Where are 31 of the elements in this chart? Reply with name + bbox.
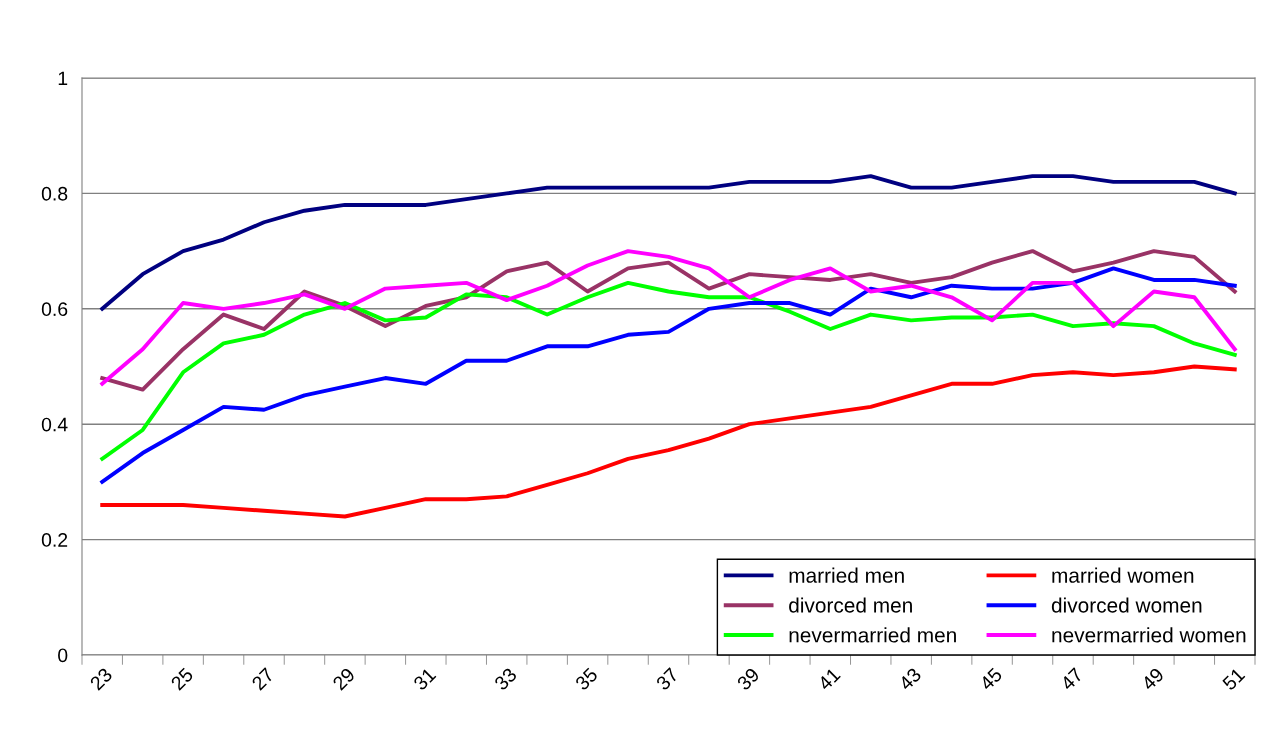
x-tick-label: 23 — [89, 667, 113, 691]
x-tick-label: 51 — [1221, 667, 1246, 691]
legend-label: nevermarried men — [789, 627, 956, 643]
x-tick-label: 45 — [978, 667, 1003, 692]
x-tick-label: 29 — [331, 667, 356, 691]
line-series — [100, 266, 1237, 484]
x-tick-label: 41 — [817, 667, 841, 692]
legend-label: divorced women — [1051, 597, 1202, 613]
y-tick-label: 0.2 — [41, 533, 68, 547]
legend-label: married men — [789, 567, 904, 583]
y-tick-label: 0.8 — [41, 186, 68, 201]
legend-label: nevermarried women — [1052, 627, 1246, 643]
x-tick-label: 33 — [493, 667, 518, 691]
x-tick-label: 49 — [1140, 667, 1165, 692]
y-tick-label: 0.6 — [41, 302, 68, 317]
x-tick-label: 43 — [897, 667, 922, 692]
x-tick-label: 35 — [574, 667, 599, 691]
x-tick-label: 39 — [736, 667, 761, 691]
x-tick-label: 47 — [1059, 667, 1084, 692]
x-tick-label: 27 — [251, 667, 275, 691]
line-series — [100, 174, 1237, 311]
line-series — [100, 364, 1237, 519]
y-tick-label: 0 — [58, 648, 68, 663]
x-tick-label: 31 — [412, 667, 437, 691]
legend-label: divorced men — [789, 597, 912, 613]
x-tick-label: 25 — [170, 667, 194, 691]
line-series — [100, 280, 1237, 461]
y-tick-label: 0.4 — [41, 417, 68, 432]
x-tick-label: 37 — [655, 667, 680, 691]
y-tick-label: 1 — [58, 71, 68, 86]
legend-label: married women — [1052, 567, 1194, 583]
